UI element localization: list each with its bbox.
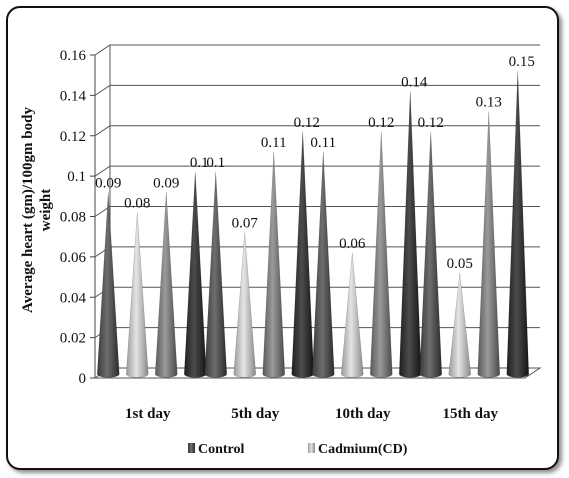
y-tick-label: 0.12: [60, 129, 86, 145]
data-label: 0.09: [153, 175, 179, 191]
y-axis-label-line1: Average heart (gm)/100gm body: [20, 107, 36, 313]
cones: [96, 71, 530, 378]
data-label: 0.12: [294, 115, 320, 131]
cone: [340, 252, 364, 378]
data-labels: 0.090.080.09 0.10.1 0.07 0.11 0.12 0.11 0.06 0.…: [95, 54, 535, 272]
gridline: [94, 125, 540, 137]
y-axis-ticks: 0 0.02 0.04 0.06 0.08 0.1 0.12 0.14 0.16: [60, 48, 87, 387]
data-label: 0.13: [476, 95, 502, 111]
data-label: 0.11: [261, 135, 287, 151]
cone: [183, 172, 207, 378]
gridline: [94, 246, 540, 258]
data-label: 0.11: [310, 135, 336, 151]
chart-frame: [6, 6, 559, 470]
cone: [125, 212, 149, 378]
data-label: 0.05: [447, 256, 473, 272]
legend: Control Cadmium(CD): [188, 442, 408, 457]
data-label: 0.06: [339, 236, 366, 252]
y-tick-label: 0.16: [60, 48, 87, 64]
y-tick-label: 0.06: [60, 250, 87, 266]
data-label: 0.1: [206, 155, 225, 171]
data-label: 0.15: [509, 54, 535, 70]
data-label: 0.07: [232, 216, 259, 232]
category-label: 15th day: [443, 406, 499, 422]
gridline: [94, 84, 540, 96]
cone: [477, 111, 501, 378]
cone: [369, 131, 393, 378]
cone: [154, 192, 178, 378]
data-label: 0.1: [190, 155, 209, 171]
gridline: [94, 44, 540, 56]
legend-swatch: [308, 443, 315, 453]
y-tick-label: 0.08: [60, 210, 86, 226]
category-label: 5th day: [231, 406, 279, 422]
category-labels: 1st day 5th day 10th day 15th day: [125, 406, 498, 422]
data-label: 0.08: [124, 196, 150, 212]
y-tick-label: 0.02: [60, 331, 86, 347]
category-label: 1st day: [125, 406, 171, 422]
cone: [398, 91, 422, 378]
cone: [291, 131, 315, 378]
cone: [262, 151, 286, 378]
cone: [204, 172, 228, 378]
category-label: 10th day: [335, 406, 391, 422]
cone: [96, 192, 120, 378]
gridline: [94, 206, 540, 217]
data-label: 0.12: [418, 115, 444, 131]
y-tick-label: 0.14: [60, 88, 87, 104]
y-tick-label: 0: [79, 371, 87, 387]
data-label: 0.12: [368, 115, 394, 131]
y-tick-label: 0.04: [60, 290, 87, 306]
cone: [506, 71, 530, 378]
cone: [448, 273, 472, 378]
legend-label: Cadmium(CD): [318, 442, 408, 457]
cone: [419, 131, 443, 378]
y-axis-label-line2: weight: [38, 189, 54, 232]
cone: [233, 232, 257, 378]
data-label: 0.14: [401, 74, 428, 90]
y-tick-label: 0.1: [67, 169, 86, 185]
data-label: 0.09: [95, 175, 121, 191]
legend-swatch: [188, 443, 195, 453]
gridline: [94, 165, 540, 177]
legend-label: Control: [198, 442, 245, 457]
cone: [311, 151, 335, 378]
